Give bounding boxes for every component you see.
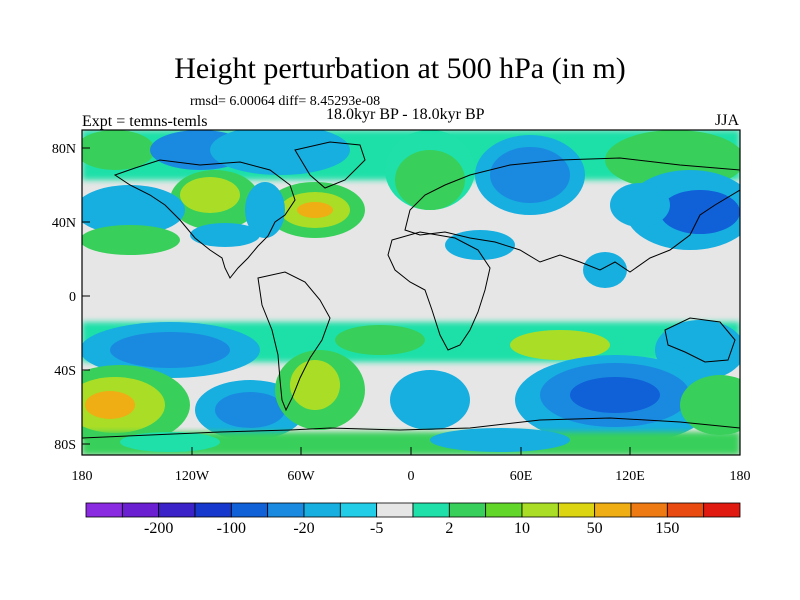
colorbar-swatch — [412, 502, 450, 518]
lat-label-80n: 80N — [52, 142, 76, 157]
colorbar-label: -200 — [144, 520, 173, 537]
eurasia-outline — [404, 157, 740, 273]
stats-text: rmsd= 6.00064 diff= 8.45293e-08 — [190, 94, 381, 109]
lat-label-40s: 40S — [54, 364, 76, 379]
colorbar-swatch — [485, 502, 523, 518]
colorbar-swatch — [121, 502, 160, 518]
colorbar-swatch — [630, 502, 668, 518]
colorbar — [85, 502, 741, 518]
africa-outline — [387, 231, 491, 351]
colorbar-swatch — [666, 502, 705, 518]
colorbar-label: -20 — [293, 520, 314, 537]
colorbar-label: 150 — [655, 520, 679, 537]
axis-ticks — [81, 147, 741, 455]
colorbar-label: 50 — [587, 520, 603, 537]
lat-label-40n: 40N — [52, 216, 76, 231]
colorbar-swatch — [594, 502, 632, 518]
colorbar-labels: -200 -100 -20 -5 2 10 50 150 — [144, 520, 679, 537]
colorbar-label: 10 — [514, 520, 530, 537]
lat-label-0: 0 — [69, 290, 76, 305]
lon-label-60w: 60W — [287, 469, 315, 484]
colorbar-swatch — [158, 502, 196, 518]
coastlines — [82, 141, 740, 439]
antarctica-outline — [82, 417, 740, 439]
lon-label-180e: 180 — [730, 469, 751, 484]
lon-label-60e: 60E — [510, 469, 533, 484]
lon-label-120w: 120W — [175, 469, 210, 484]
plot-title: Height perturbation at 500 hPa (in m) — [174, 52, 626, 85]
colorbar-swatch — [339, 502, 378, 518]
lon-label-0: 0 — [408, 469, 415, 484]
colorbar-swatch — [703, 502, 741, 518]
colorbar-swatch — [521, 502, 559, 518]
colorbar-swatch — [230, 502, 269, 518]
lon-label-180w: 180 — [72, 469, 93, 484]
colorbar-swatch — [448, 502, 487, 518]
season-label: JJA — [715, 112, 740, 129]
colorbar-label: -100 — [217, 520, 246, 537]
greenland-outline — [294, 141, 366, 189]
colorbar-swatch — [376, 502, 414, 518]
contour-field — [82, 130, 740, 455]
south-america-outline — [257, 271, 331, 412]
north-america-outline — [113, 159, 296, 279]
colorbar-label: 2 — [445, 520, 453, 537]
lat-label-80s: 80S — [54, 438, 76, 453]
lon-label-120e: 120E — [615, 469, 645, 484]
colorbar-swatch — [85, 502, 123, 518]
colorbar-swatch — [194, 502, 232, 518]
period-label: 18.0kyr BP - 18.0kyr BP — [326, 106, 485, 123]
colorbar-swatch — [303, 502, 341, 518]
australia-outline — [664, 317, 736, 363]
colorbar-label: -5 — [370, 520, 383, 537]
colorbar-swatch — [557, 502, 596, 518]
colorbar-swatch — [267, 502, 305, 518]
experiment-label: Expt = temns-temls — [82, 113, 208, 130]
